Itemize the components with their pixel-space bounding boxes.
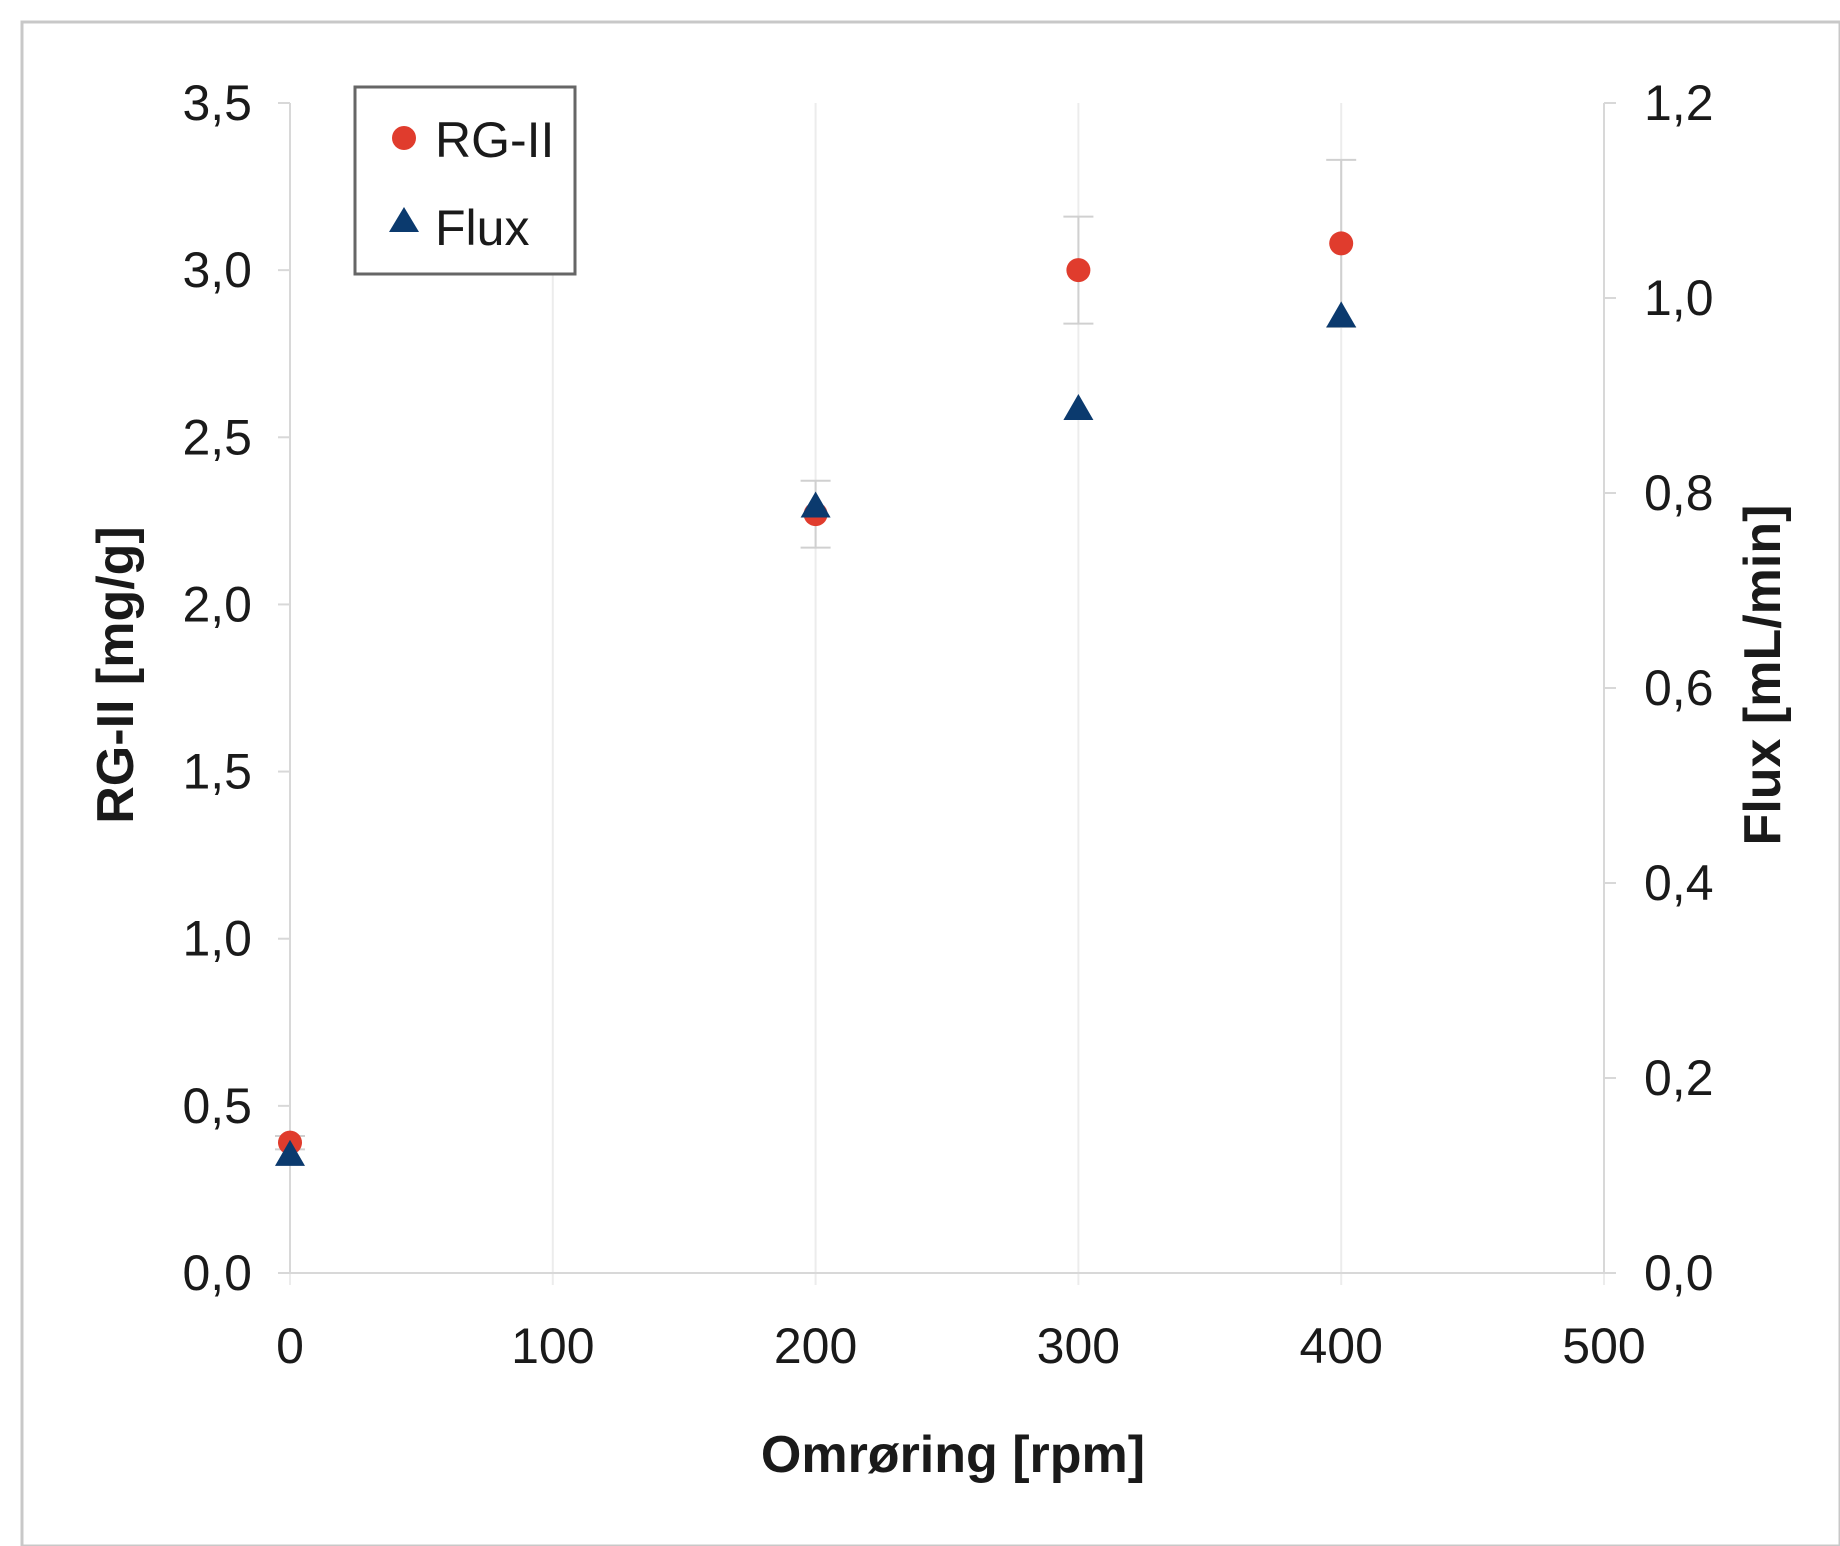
data-point-flux [1063,394,1094,421]
y-tick-label: 0,5 [182,1078,252,1134]
y2-tick-label: 0,0 [1644,1245,1714,1301]
legend-circle-icon [392,126,416,150]
y2-tick-label: 0,6 [1644,660,1714,716]
data-point-flux [275,1139,305,1166]
x-tick-label: 500 [1562,1318,1645,1374]
axes [289,103,1605,1274]
chart-frame [20,20,1840,1546]
x-tick-label: 0 [276,1318,304,1374]
tick-labels: 0 100 200 300 400 500 0,0 0,5 1,0 1,5 2,0 2,5 3,0 3,5… [182,75,1713,1374]
data-point-rg-ii [1066,258,1091,283]
data-point-rg-ii [1329,231,1354,256]
data-points [275,231,1357,1166]
y-tick-label: 2,5 [182,409,252,465]
y2-tick-label: 0,8 [1644,465,1714,521]
data-point-flux [1326,301,1357,328]
x-tick-label: 200 [774,1318,857,1374]
legend-label-rg-ii: RG-II [435,112,554,168]
y2-tick-label: 0,2 [1644,1050,1714,1106]
x-tick-label: 300 [1037,1318,1120,1374]
legend-label-flux: Flux [435,200,529,256]
legend-box [353,85,577,276]
x-tick-label: 100 [511,1318,594,1374]
y-tick-label: 1,0 [182,911,252,967]
y-tick-label: 2,0 [182,576,252,632]
y-tick-label: 0,0 [182,1245,252,1301]
y-tick-label: 1,5 [182,744,252,800]
y-tick-label: 3,0 [182,242,252,298]
y-axis-title: RG-II [mg/g] [87,526,145,824]
y2-tick-label: 0,4 [1644,855,1714,911]
legend: RG-II Flux [353,85,577,276]
y2-axis-title: Flux [mL/min] [1734,505,1792,846]
x-axis-title: Omrøring [rpm] [761,1426,1145,1484]
legend-triangle-icon [389,207,419,232]
y2-tick-label: 1,2 [1644,75,1714,131]
x-tick-label: 400 [1299,1318,1382,1374]
y-tick-label: 3,5 [182,75,252,131]
data-point-flux [800,491,831,518]
y2-tick-label: 1,0 [1644,270,1714,326]
